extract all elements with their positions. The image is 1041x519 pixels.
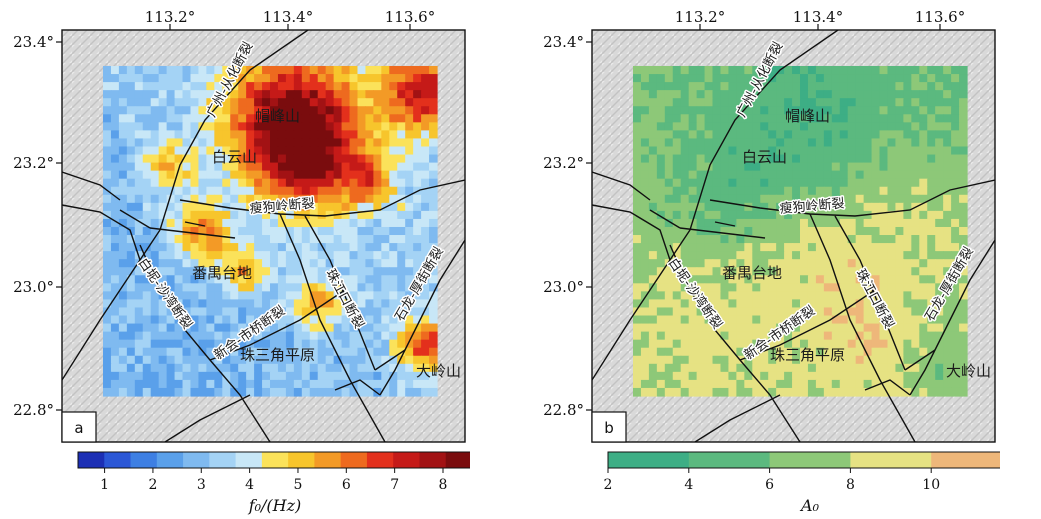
lon-tick-label: 113.2° [675, 8, 725, 26]
lon-tick-label: 113.4° [263, 8, 313, 26]
lon-tick-label: 113.6° [385, 8, 435, 26]
panel-b: 113.2° 113.4° 113.6° 23.4° 23.2° 23.0° 22.8° 帽峰… [530, 0, 1000, 519]
place-label-baiyunshan: 白云山 [742, 148, 787, 166]
colorbar-tick-label: 10 [922, 477, 940, 493]
panel-a: 113.2° 113.4° 113.6° 23.4° 23.2° 23.0° 22.8° 帽峰… [0, 0, 470, 519]
lon-tick-label: 113.4° [793, 8, 843, 26]
map-figure-b: 113.2° 113.4° 113.6° 23.4° 23.2° 23.0° 22.8° 帽峰… [543, 8, 1000, 515]
colorbar-tick-label: 6 [765, 477, 774, 493]
place-label-baiyunshan: 白云山 [212, 148, 257, 166]
colorbar-tick-label: 3 [197, 477, 206, 493]
lat-tick-label: 22.8° [543, 401, 584, 419]
lat-tick-label: 23.0° [13, 278, 54, 296]
place-label-prd_plain: 珠三角平原 [770, 346, 845, 364]
colorbar-tick-label: 8 [439, 477, 448, 493]
colorbar-tick-label: 1 [100, 477, 109, 493]
map-figure-a: 113.2° 113.4° 113.6° 23.4° 23.2° 23.0° 22.8° 帽峰… [13, 8, 470, 515]
colorbar-tick-label: 2 [604, 477, 613, 493]
fault-lines [592, 30, 995, 442]
colorbar-tick-label: 4 [245, 477, 254, 493]
data-grid [633, 66, 968, 397]
place-label-maofengshan: 帽峰山 [255, 107, 300, 125]
place-label-dalingshan: 大岭山 [946, 362, 991, 380]
lon-tick-label: 113.2° [145, 8, 195, 26]
lat-tick-label: 22.8° [13, 401, 54, 419]
place-label-prd_plain: 珠三角平原 [240, 346, 315, 364]
lat-tick-label: 23.4° [13, 33, 54, 51]
place-label-panyu_platform: 番禺台地 [722, 264, 782, 282]
panel-letter-box [591, 411, 627, 443]
lon-tick-label: 113.6° [915, 8, 965, 26]
panel-letter: a [74, 419, 83, 437]
map-frame [591, 29, 996, 443]
colorbar-tick-label: 5 [294, 477, 303, 493]
lat-tick-label: 23.2° [543, 154, 584, 172]
panel-letter: b [604, 419, 614, 437]
lat-tick-label: 23.2° [13, 154, 54, 172]
colorbar-title: A₀ [799, 496, 820, 515]
lat-tick-label: 23.0° [543, 278, 584, 296]
colorbar-tick-label: 8 [846, 477, 855, 493]
colorbar-title: f₀/(Hz) [248, 496, 302, 515]
colorbar-tick-label: 2 [148, 477, 157, 493]
colorbar-tick-label: 4 [684, 477, 693, 493]
colorbar-tick-label: 6 [342, 477, 351, 493]
place-label-dalingshan: 大岭山 [416, 362, 461, 380]
lat-tick-label: 23.4° [543, 33, 584, 51]
place-label-panyu_platform: 番禺台地 [192, 264, 252, 282]
panel-letter-box [61, 411, 97, 443]
colorbar: 1 2 3 4 5 6 7 8 f₀/(Hz) [77, 451, 470, 515]
map-frame [61, 29, 466, 443]
place-label-maofengshan: 帽峰山 [785, 107, 830, 125]
colorbar-tick-label: 7 [390, 477, 399, 493]
fault-lines [62, 30, 465, 442]
colorbar: 24681012A₀ [604, 451, 1000, 515]
